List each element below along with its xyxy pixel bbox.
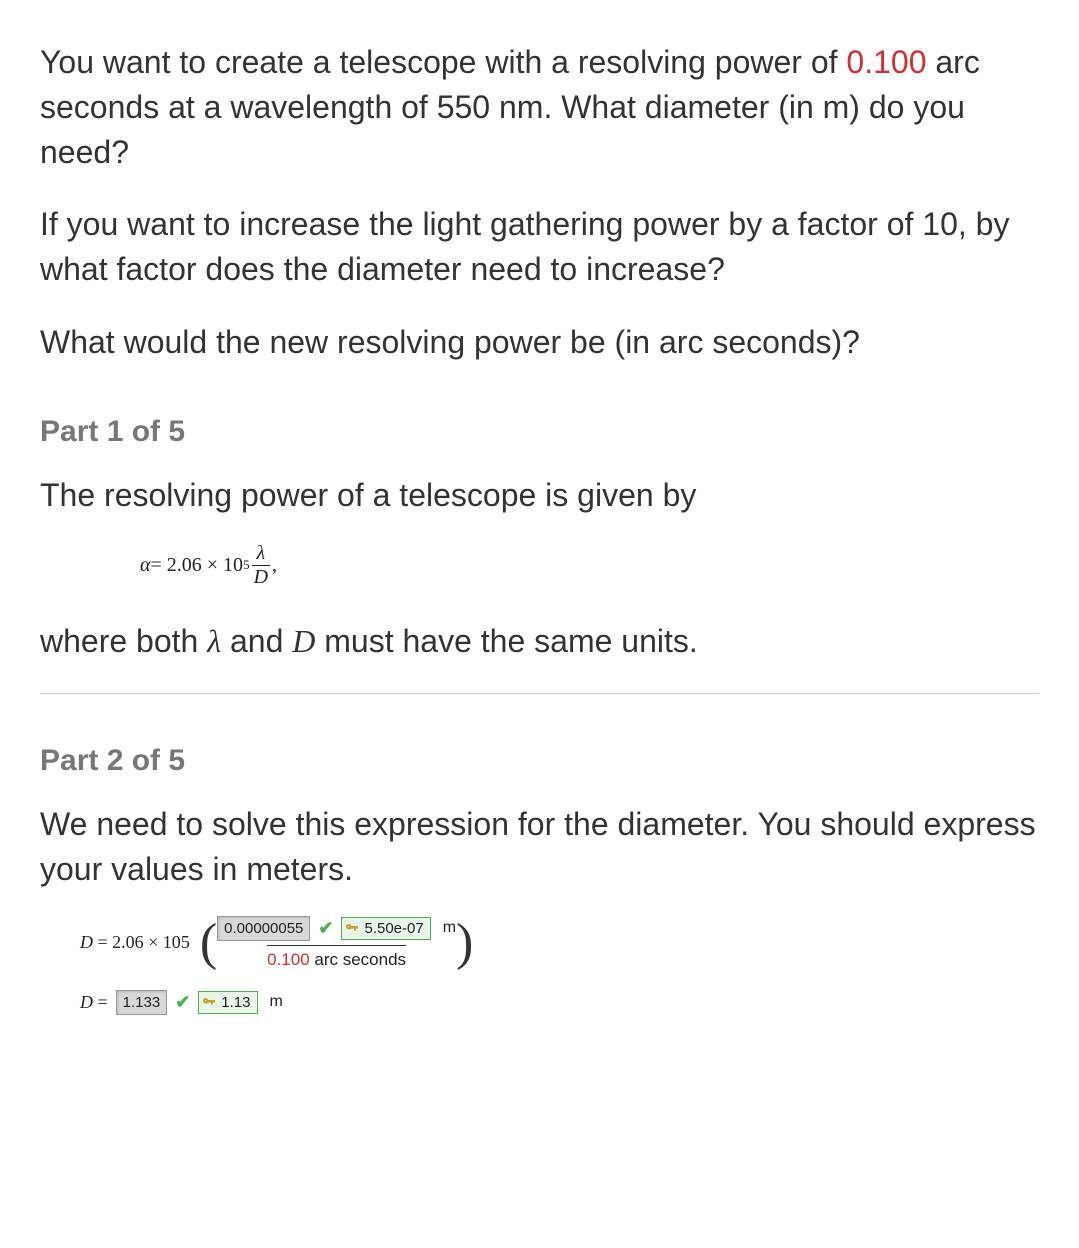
question-block: You want to create a telescope with a re… — [40, 40, 1039, 365]
p1-t2-c: must have the same units. — [315, 623, 697, 659]
right-paren-icon: ) — [456, 922, 473, 964]
p1-t2-lambda: λ — [207, 623, 221, 659]
key-icon — [344, 920, 360, 936]
part-1: Part 1 of 5 The resolving power of a tel… — [40, 415, 1039, 664]
eq2-D: D — [80, 992, 93, 1012]
diameter-equation-1: D = 2.06 × 105 ( 0.00000055 ✔ 5.50e-07 m… — [80, 916, 1039, 970]
denom-value: 0.100 — [267, 950, 310, 969]
check-icon: ✔ — [175, 992, 190, 1013]
question-p2: If you want to increase the light gather… — [40, 202, 1039, 292]
unit-m-1: m — [443, 919, 456, 937]
eq1-lhs: D = 2.06 × 105 — [80, 932, 190, 953]
diameter-equation-2: D = 1.133 ✔ 1.13 m — [80, 990, 1039, 1015]
question-p1: You want to create a telescope with a re… — [40, 40, 1039, 174]
diameter-input[interactable]: 1.133 — [116, 990, 168, 1015]
resolving-power-formula: α = 2.06 × 10 5 λ D , — [140, 542, 1039, 589]
eq1-fraction: 0.00000055 ✔ 5.50e-07 m 0.100 arc second… — [217, 916, 456, 970]
key-icon — [201, 994, 217, 1010]
eq1-sup: 5 — [181, 932, 190, 952]
answer-key-2: 1.13 — [198, 991, 257, 1014]
formula-sup: 5 — [243, 557, 250, 573]
formula-comma: , — [272, 554, 277, 577]
eq2-eq: = — [98, 992, 108, 1012]
p1-t2-a: where both — [40, 623, 207, 659]
formula-eq: = 2.06 × 10 — [151, 554, 244, 577]
part-2-text: We need to solve this expression for the… — [40, 802, 1039, 892]
part-1-text2: where both λ and D must have the same un… — [40, 619, 1039, 664]
eq1-D: D — [80, 932, 93, 952]
eq1-numerator: 0.00000055 ✔ 5.50e-07 m — [217, 916, 456, 945]
eq1-denominator: 0.100 arc seconds — [267, 945, 406, 970]
part-2: Part 2 of 5 We need to solve this expres… — [40, 744, 1039, 1015]
wavelength-input[interactable]: 0.00000055 — [217, 916, 310, 941]
check-icon: ✔ — [318, 918, 333, 939]
formula-alpha: α — [140, 554, 151, 577]
p1-t2-D: D — [292, 623, 315, 659]
answer-key-1: 5.50e-07 — [341, 917, 430, 940]
divider — [40, 693, 1039, 694]
part-1-text: The resolving power of a telescope is gi… — [40, 473, 1039, 518]
part-2-title: Part 2 of 5 — [40, 744, 1039, 778]
left-paren-icon: ( — [200, 922, 217, 964]
key2-value: 1.13 — [221, 994, 250, 1011]
p1-t2-b: and — [221, 623, 292, 659]
eq1-eq: = 2.06 × 10 — [98, 932, 181, 952]
denom-text: arc seconds — [310, 950, 406, 969]
part-1-title: Part 1 of 5 — [40, 415, 1039, 449]
formula-num: λ — [254, 542, 267, 565]
question-p3: What would the new resolving power be (i… — [40, 320, 1039, 365]
eq2-lhs: D = — [80, 992, 108, 1013]
formula-den: D — [252, 565, 270, 589]
q1-value: 0.100 — [846, 44, 926, 80]
key1-value: 5.50e-07 — [364, 920, 423, 937]
formula-fraction: λ D — [252, 542, 270, 589]
q1-text-a: You want to create a telescope with a re… — [40, 44, 846, 80]
unit-m-2: m — [270, 993, 283, 1011]
